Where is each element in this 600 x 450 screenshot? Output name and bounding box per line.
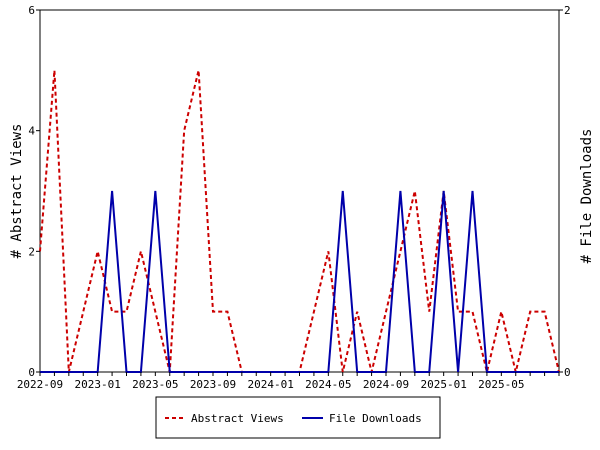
- x-tick-label: 2022-09: [17, 378, 63, 391]
- y-tick-label-left: 4: [28, 125, 35, 138]
- y-tick-label-right: 0: [564, 366, 571, 379]
- legend-label-file-downloads: File Downloads: [329, 412, 422, 425]
- plot-area: [39, 9, 560, 373]
- legend-label-abstract-views: Abstract Views: [191, 412, 284, 425]
- x-tick-label: 2024-09: [363, 378, 409, 391]
- legend: Abstract Views File Downloads: [155, 396, 441, 439]
- x-tick-label: 2025-01: [420, 378, 466, 391]
- x-tick-label: 2023-05: [132, 378, 178, 391]
- x-tick-label: 2023-01: [74, 378, 120, 391]
- y-tick-label-right: 2: [564, 4, 571, 17]
- x-tick-label: 2023-09: [190, 378, 236, 391]
- legend-box: [155, 396, 441, 439]
- y-tick-label-left: 6: [28, 4, 35, 17]
- x-tick-label: 2024-05: [305, 378, 351, 391]
- x-tick-label: 2025-05: [478, 378, 524, 391]
- y-axis-title-left: # Abstract Views: [9, 124, 25, 259]
- axes-layer: 0 2 4 6 0 2 2022-09 2023-01 2023-05 2023-09 2024-0…: [17, 4, 571, 391]
- y-tick-label-left: 0: [28, 366, 35, 379]
- y-axis-title-right: # File Downloads: [579, 129, 595, 264]
- y-tick-label-left: 2: [28, 245, 35, 258]
- x-tick-label: 2024-01: [247, 378, 293, 391]
